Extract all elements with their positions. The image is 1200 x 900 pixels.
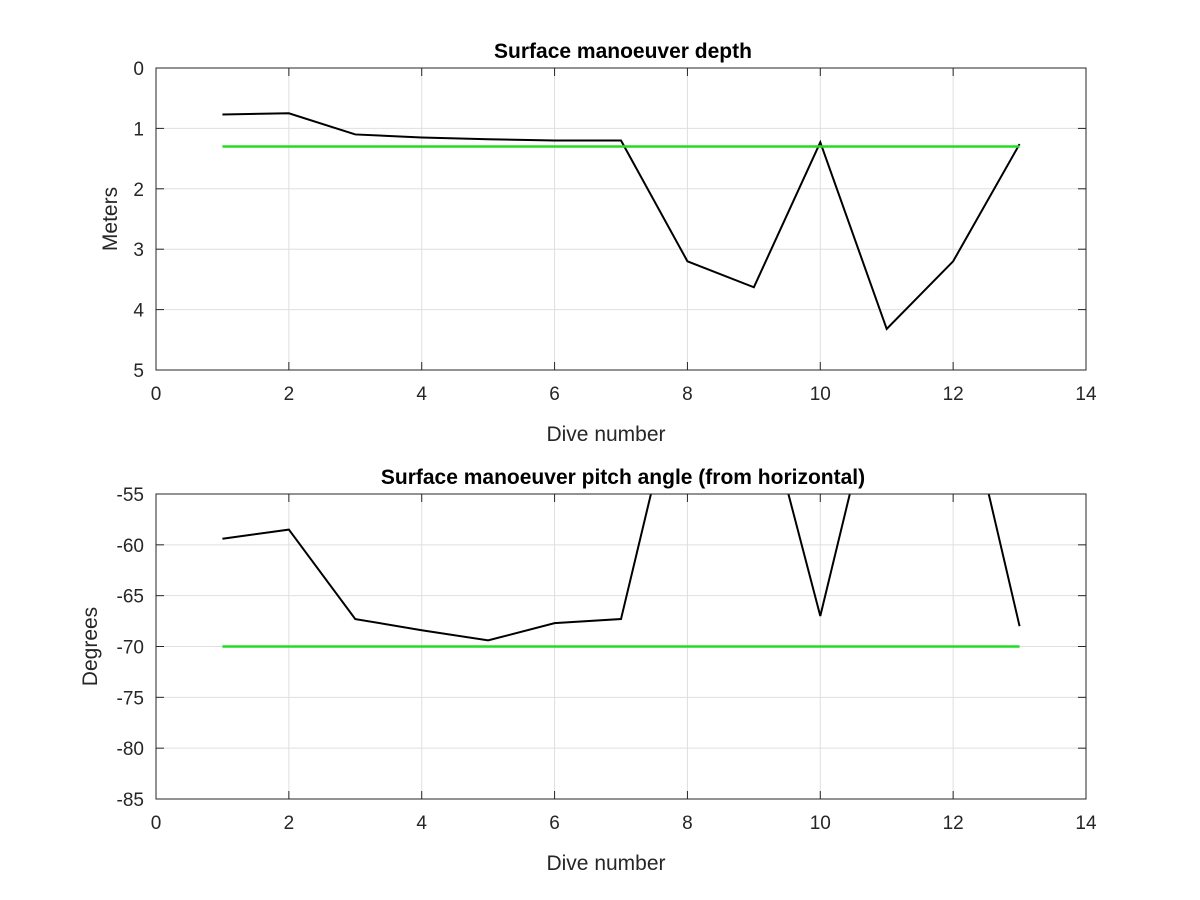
y-axis-label: Degrees [79, 607, 102, 686]
x-tick-label: 8 [682, 384, 693, 405]
y-tick-label: 0 [133, 59, 144, 80]
pitch-chart: 0 2 4 6 8 10 12 14 -85 -80 -75 -70 -65 -60 -55 Surface … [79, 466, 1097, 875]
y-tick-label: -75 [117, 688, 144, 709]
y-tick-label: -55 [117, 485, 144, 506]
y-tick-label: 2 [133, 180, 144, 201]
y-tick-label: 4 [133, 301, 144, 322]
x-tick-label: 6 [549, 384, 560, 405]
x-tick-label: 0 [151, 813, 162, 834]
plot-area [156, 68, 1086, 370]
y-tick-label: -70 [117, 638, 144, 659]
x-tick-label: 0 [151, 384, 162, 405]
y-tick-label: 5 [133, 361, 144, 382]
axes-box [155, 67, 1087, 371]
x-tick-label: 14 [1075, 384, 1097, 405]
y-tick-label: -60 [117, 536, 144, 557]
y-tick-label: 3 [133, 240, 144, 261]
series-group [222, 494, 1021, 648]
y-axis-label: Meters [99, 187, 122, 251]
x-tick-label: 12 [943, 813, 964, 834]
x-tick-label: 14 [1075, 813, 1097, 834]
chart-title: Surface manoeuver pitch angle (from hori… [381, 466, 865, 489]
x-tick-label: 6 [549, 813, 560, 834]
x-axis-label: Dive number [546, 423, 665, 446]
chart-title: Surface manoeuver depth [494, 40, 752, 63]
x-tick-label: 8 [682, 813, 693, 834]
x-tick-label: 10 [810, 813, 831, 834]
y-tick-label: -65 [117, 587, 144, 608]
series-line-measured [222, 112, 1021, 331]
x-tick-label: 2 [284, 384, 295, 405]
y-tick-label: 1 [133, 119, 144, 140]
x-axis-label: Dive number [546, 852, 665, 875]
x-tick-label: 10 [810, 384, 831, 405]
series-group [222, 112, 1021, 331]
y-tick-label: -85 [117, 790, 144, 811]
x-tick-label: 4 [416, 813, 427, 834]
x-tick-label: 2 [284, 813, 295, 834]
y-tick-label: -80 [117, 739, 144, 760]
series-line-measured [222, 494, 1021, 642]
x-tick-label: 4 [416, 384, 427, 405]
x-tick-label: 12 [943, 384, 964, 405]
